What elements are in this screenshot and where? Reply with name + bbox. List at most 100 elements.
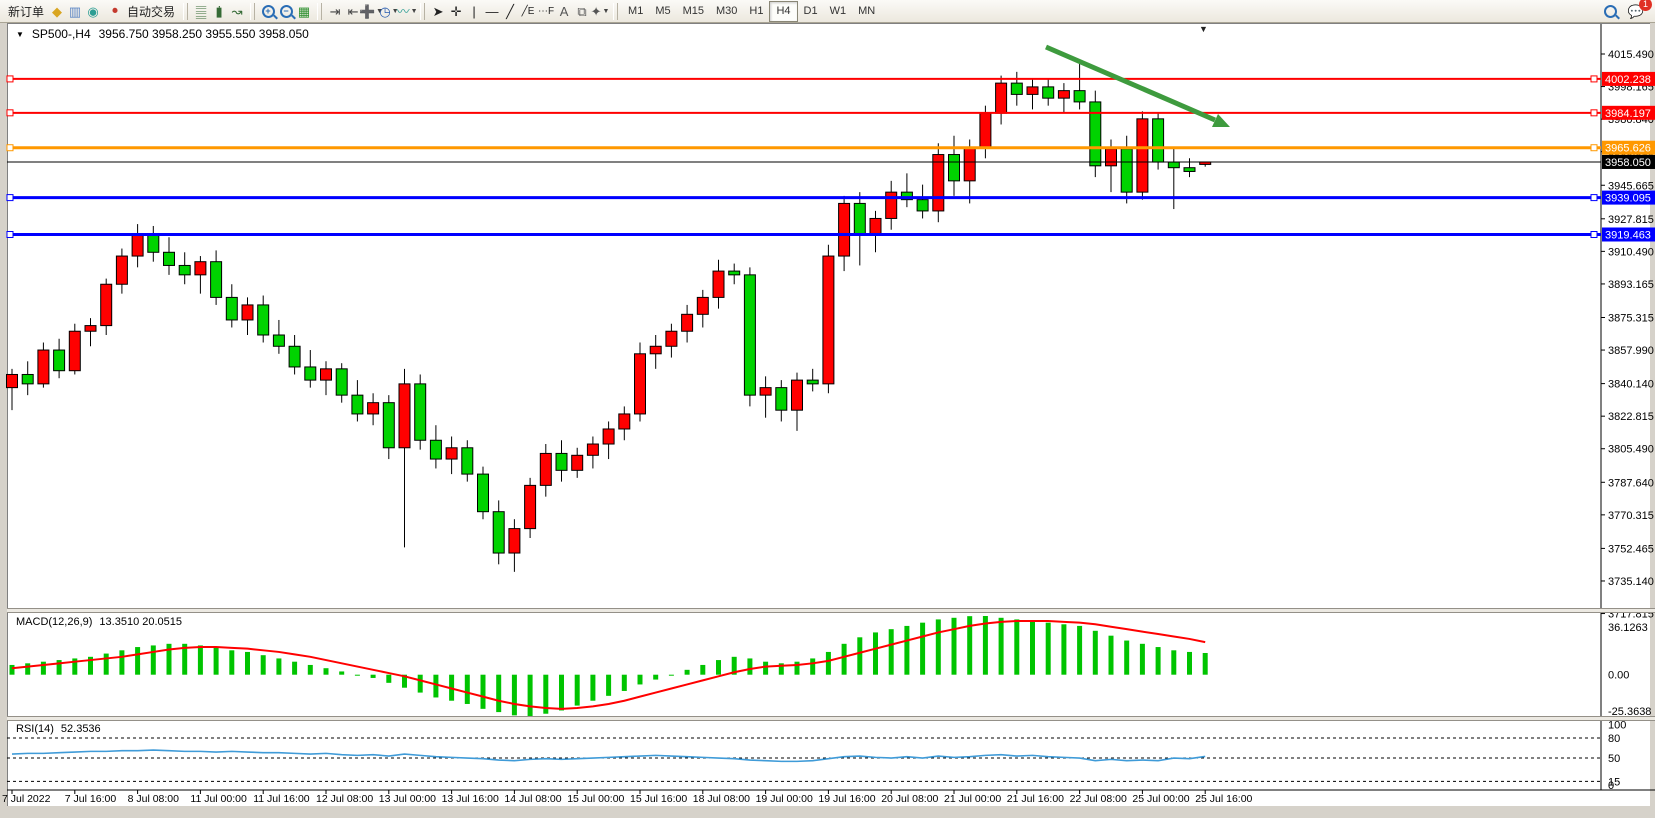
macd-bar: [763, 661, 769, 675]
channel-tool-icon[interactable]: ╱E: [521, 5, 535, 17]
bar-chart-type-icon[interactable]: 𝄛: [195, 3, 207, 19]
candle: [1167, 161, 1180, 169]
chart-window: [7, 23, 1650, 806]
toolbar-gripper: [250, 2, 256, 20]
timeframe-button-d1[interactable]: D1: [803, 5, 818, 17]
timeframe-button-mn[interactable]: MN: [858, 5, 876, 17]
candle: [995, 82, 1008, 114]
tile-windows-icon[interactable]: ▦: [297, 3, 311, 19]
template-icon[interactable]: 〰 ▼: [396, 3, 418, 19]
macd-bar: [684, 669, 690, 675]
macd-bar: [857, 637, 863, 675]
autotrade-button[interactable]: ⏺ 自动交易: [102, 2, 179, 21]
candle: [210, 261, 223, 298]
trendline-tool-icon[interactable]: ╱: [506, 3, 514, 19]
line-handle[interactable]: [6, 144, 14, 152]
time-axis-labels: 7 Jul 2022 7 Jul 16:00 8 Jul 08:00 11 Jul 0…: [2, 790, 1253, 805]
candle: [1183, 167, 1196, 172]
gold-chart-icon[interactable]: ◆: [52, 3, 63, 19]
chat-icon[interactable]: 💬 1: [1627, 0, 1652, 20]
macd-bar: [496, 674, 502, 713]
line-handle[interactable]: [6, 75, 14, 83]
auto-scroll-icon[interactable]: ⇥: [329, 3, 341, 19]
timeframe-button-m5[interactable]: M5: [655, 5, 671, 17]
pane-splitter-macd[interactable]: [7, 608, 1655, 613]
hline-3965.626[interactable]: 3965.626: [6, 140, 1655, 155]
new-order-button[interactable]: 新订单: [4, 2, 48, 21]
candle: [1073, 90, 1086, 103]
line-handle[interactable]: [1590, 194, 1598, 202]
candlestick-chart-type-icon[interactable]: ▮̇: [215, 3, 223, 19]
time-tick-label: 19 Jul 00:00: [756, 793, 813, 805]
line-chart-type-icon[interactable]: ↝: [231, 3, 243, 19]
price-label-text: 3965.626: [1605, 143, 1651, 155]
candle: [477, 473, 489, 513]
macd-bar: [1202, 652, 1208, 675]
macd-bar: [888, 629, 894, 675]
crosshair-tool-icon[interactable]: ✛: [450, 3, 462, 19]
rsi-panel-title: RSI(14) 52.3536: [16, 723, 101, 735]
price-tick-label: 3945.665: [1608, 180, 1654, 192]
timeframe-button-m1[interactable]: M1: [628, 5, 644, 17]
hline-3939.095[interactable]: 3939.095: [6, 190, 1655, 205]
vertical-line-tool-icon[interactable]: |: [472, 3, 476, 19]
add-indicator-icon[interactable]: ➕ ▼: [358, 3, 384, 19]
candle: [1120, 148, 1133, 193]
line-handle[interactable]: [1590, 231, 1598, 239]
macd-bar: [88, 656, 93, 675]
time-tick-label: 13 Jul 00:00: [379, 793, 436, 805]
candle: [508, 528, 521, 554]
candle: [1089, 101, 1102, 167]
candle: [1026, 86, 1039, 95]
candle: [1042, 86, 1055, 99]
candle: [571, 454, 584, 471]
hline-3984.197[interactable]: 3984.197: [6, 105, 1655, 120]
candle: [869, 217, 882, 234]
symbol-dropdown-icon[interactable]: ▼: [16, 29, 24, 39]
line-handle[interactable]: [6, 194, 14, 202]
market-watch-icon[interactable]: ◉: [87, 3, 99, 19]
notification-badge: 1: [1639, 0, 1652, 11]
line-handle[interactable]: [1590, 144, 1598, 152]
text-label-tool-icon[interactable]: ⧉: [577, 3, 587, 19]
line-handle[interactable]: [1590, 109, 1598, 117]
pane-splitter-rsi[interactable]: [7, 716, 1655, 721]
text-tool-icon[interactable]: A: [559, 3, 569, 19]
zoom-in-icon[interactable]: +: [259, 3, 277, 20]
hline-3919.463[interactable]: 3919.463: [6, 227, 1655, 242]
search-icon[interactable]: [1601, 3, 1619, 20]
macd-bar: [841, 643, 847, 675]
chart-shift-marker[interactable]: ▼: [1199, 24, 1208, 34]
line-handle[interactable]: [6, 109, 14, 117]
terminal-icon[interactable]: ▥: [68, 3, 82, 19]
candle: [84, 325, 97, 332]
horizontal-line-tool-icon[interactable]: —: [485, 3, 499, 19]
candle: [838, 202, 851, 257]
hline-4002.238[interactable]: 4002.238: [6, 71, 1655, 86]
macd-scale-label: 36.1263: [1608, 622, 1648, 634]
macd-bar: [873, 632, 878, 675]
candle: [634, 353, 646, 415]
line-handle[interactable]: [1590, 75, 1598, 83]
macd-bar: [182, 643, 188, 675]
macd-bar: [951, 617, 957, 675]
candle: [1010, 82, 1023, 95]
timeframe-button-h4[interactable]: H4: [769, 0, 798, 22]
period-clock-icon[interactable]: ◷ ▼: [379, 3, 399, 19]
line-handle[interactable]: [6, 231, 14, 239]
arrows-tool-icon[interactable]: ✦ ▼: [590, 3, 610, 19]
zoom-out-icon[interactable]: −: [277, 3, 295, 20]
price-axis-ticks: 4015.4903998.1653980.8403963.5153945.665…: [1601, 49, 1654, 621]
trend-arrow[interactable]: [1045, 44, 1230, 127]
chart-shift-icon[interactable]: ⇤: [347, 3, 359, 19]
macd-bar: [574, 674, 580, 706]
hline-3958.050[interactable]: 3958.050: [7, 154, 1655, 169]
timeframe-button-m15[interactable]: M15: [682, 5, 704, 17]
fibonacci-tool-icon[interactable]: ⋯F: [537, 5, 555, 17]
timeframe-button-m30[interactable]: M30: [716, 5, 738, 17]
timeframe-button-w1[interactable]: W1: [829, 5, 847, 17]
timeframe-button-h1[interactable]: H1: [749, 5, 764, 17]
cursor-tool-icon[interactable]: ➤: [432, 3, 444, 19]
candle: [53, 349, 66, 372]
